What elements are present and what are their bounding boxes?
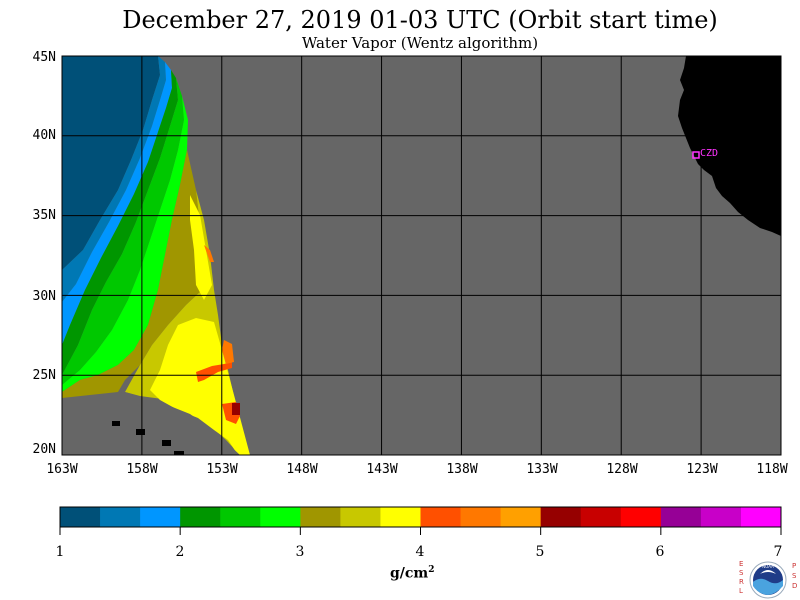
- scale-units-base: g/cm: [390, 565, 429, 582]
- lon-label-148w: 148W: [286, 462, 318, 477]
- swath-band-mid-blue: [62, 56, 166, 302]
- scale-label-7: 7: [773, 544, 783, 560]
- logo-esrl-l: L: [739, 587, 743, 595]
- logo-psd-d: D: [792, 582, 797, 590]
- swath-band-dark-green: [62, 70, 178, 375]
- lon-label-118w: 118W: [756, 462, 788, 477]
- land-north-america: [678, 56, 781, 236]
- island-hawaii: [174, 451, 184, 455]
- swath-band-dark-red: [232, 403, 240, 415]
- lat-label-30n: 30N: [32, 289, 56, 304]
- lon-label-163w: 163W: [46, 462, 78, 477]
- lon-label-153w: 153W: [206, 462, 238, 477]
- lat-label-35n: 35N: [32, 208, 56, 223]
- island-oahu: [136, 429, 145, 435]
- lat-label-40n: 40N: [32, 128, 56, 143]
- station-marker: [692, 151, 700, 159]
- noaa-emblem-text: NOAA: [762, 564, 774, 569]
- lon-label-128w: 128W: [606, 462, 638, 477]
- swath-band-dark-blue: [62, 56, 160, 270]
- swath-band-green: [62, 78, 184, 385]
- lat-label-20n: 20N: [32, 442, 56, 457]
- swath-band-orange-south: [222, 340, 234, 364]
- logo-esrl-e: E: [739, 560, 743, 568]
- noaa-emblem-gull: [760, 570, 776, 574]
- swath-band-yellow: [150, 318, 250, 455]
- station-label: CZD: [700, 148, 718, 159]
- island-kauai: [112, 421, 120, 426]
- logo-esrl-r: R: [739, 578, 744, 586]
- logo-psd-s: S: [792, 572, 797, 580]
- no-data-southwest: [62, 392, 240, 455]
- logo-psd-p: P: [792, 562, 796, 570]
- island-maui: [162, 440, 171, 446]
- logo-esrl-s: S: [739, 569, 744, 577]
- scale-units: g/cm2: [390, 565, 435, 582]
- scale-label-4: 4: [415, 544, 425, 560]
- lat-label-25n: 25N: [32, 368, 56, 383]
- swath-band-yellow-north: [190, 195, 212, 300]
- lat-label-45n: 45N: [32, 50, 56, 65]
- scale-label-2: 2: [175, 544, 185, 560]
- map-frame: [61, 55, 782, 456]
- swath-band-red-orange-ridge: [204, 245, 214, 262]
- swath-band-orange: [196, 362, 232, 382]
- swath-band-olive: [62, 150, 204, 398]
- map-subtitle: Water Vapor (Wentz algorithm): [301, 34, 539, 52]
- map-title: December 27, 2019 01-03 UTC (Orbit start…: [122, 6, 718, 34]
- scale-label-5: 5: [535, 544, 545, 560]
- scale-label-6: 6: [655, 544, 665, 560]
- scale-label-1: 1: [55, 544, 65, 560]
- scale-units-exponent: 2: [428, 565, 435, 575]
- noaa-emblem-wave: [753, 578, 783, 595]
- scale-label-3: 3: [295, 544, 305, 560]
- swath-band-bright-green: [62, 96, 188, 392]
- lon-label-133w: 133W: [526, 462, 558, 477]
- lon-label-123w: 123W: [686, 462, 718, 477]
- noaa-esrl-psd-logo: E S R L P S D NOAA: [739, 560, 797, 599]
- lon-label-138w: 138W: [446, 462, 478, 477]
- lon-label-143w: 143W: [366, 462, 398, 477]
- swath-band-light-blue: [62, 62, 172, 345]
- graticule: [62, 56, 781, 455]
- lon-label-158w: 158W: [126, 462, 158, 477]
